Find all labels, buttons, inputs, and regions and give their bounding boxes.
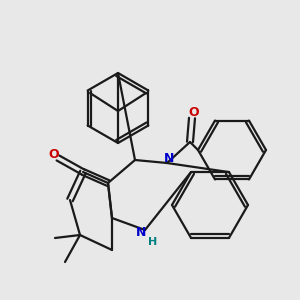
Text: O: O — [189, 106, 199, 119]
Text: N: N — [136, 226, 146, 239]
Text: N: N — [164, 152, 174, 166]
Text: O: O — [49, 148, 59, 160]
Text: H: H — [148, 237, 158, 247]
